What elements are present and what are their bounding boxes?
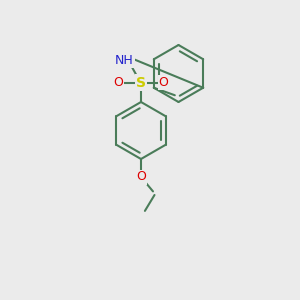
Text: NH: NH [115, 53, 134, 67]
Text: S: S [136, 76, 146, 89]
Text: O: O [159, 76, 168, 89]
Text: O: O [114, 76, 123, 89]
Text: O: O [136, 170, 146, 184]
